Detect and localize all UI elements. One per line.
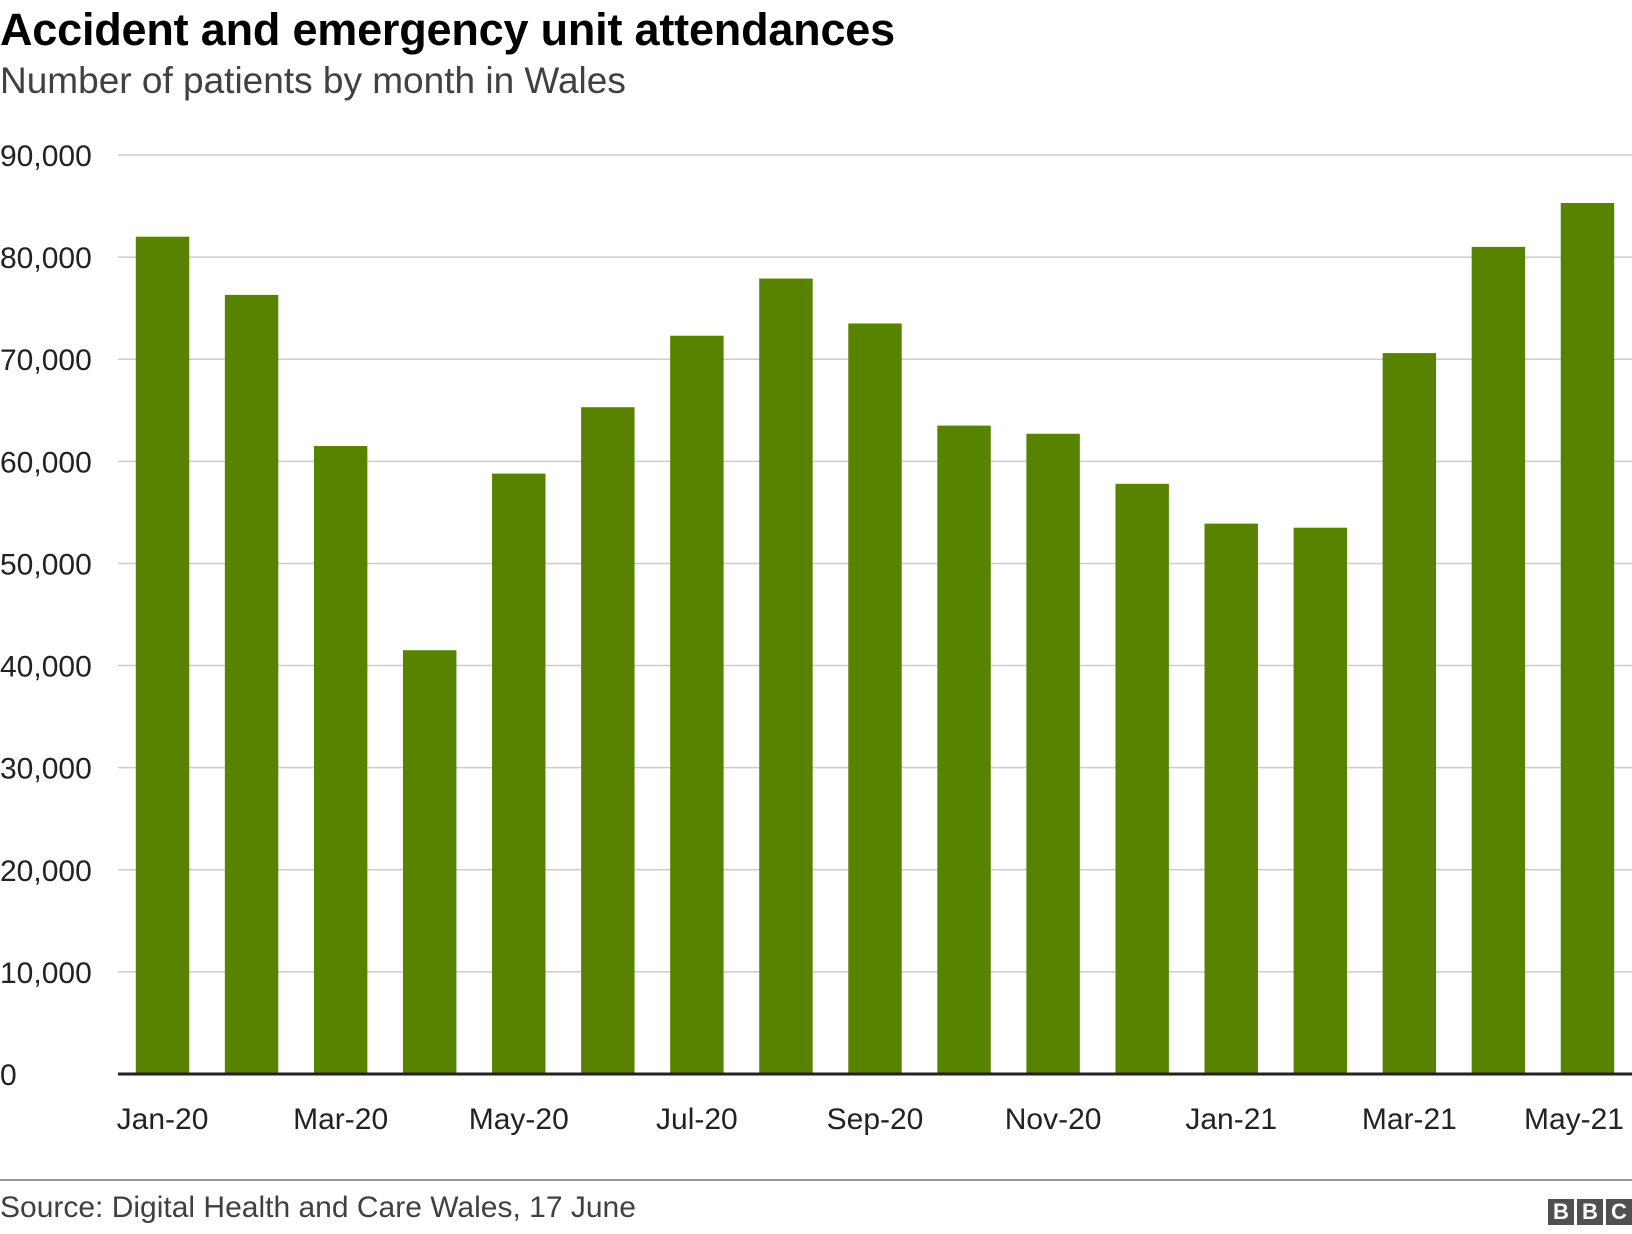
logo-letter: B: [1548, 1199, 1574, 1225]
bar: [313, 446, 368, 1074]
bar: [937, 425, 991, 1074]
bbc-logo: B B C: [1548, 1199, 1632, 1225]
y-tick-label: 50,000: [0, 548, 92, 581]
bars: [135, 202, 1615, 1075]
chart-title: Accident and emergency unit attendances: [0, 4, 895, 55]
bar: [492, 473, 546, 1074]
bar: [1204, 523, 1258, 1074]
x-tick-label: Jul-20: [656, 1103, 738, 1136]
bar: [1382, 353, 1437, 1074]
x-axis-tick-labels: Jan-20 Mar-20 May-20 Jul-20 Sep-20 Nov-20 Jan-…: [117, 1103, 1624, 1136]
bar: [670, 335, 724, 1074]
bar: [1026, 433, 1080, 1075]
x-tick-label: May-20: [469, 1103, 569, 1136]
y-tick-label: 20,000: [0, 855, 92, 888]
x-tick-label: Nov-20: [1005, 1103, 1102, 1136]
y-tick-label: 10,000: [0, 957, 92, 990]
bar: [1293, 527, 1348, 1074]
y-tick-label: 30,000: [0, 753, 92, 786]
bar: [135, 236, 190, 1074]
y-tick-label: 90,000: [0, 140, 92, 173]
y-tick-label: 0: [0, 1059, 17, 1092]
y-axis-tick-labels: 0 10,000 20,000 30,000 40,000 50,000 60,000 70,…: [0, 140, 92, 1092]
x-tick-label: Jan-20: [117, 1103, 209, 1136]
bar: [402, 650, 457, 1074]
bar: [759, 278, 813, 1074]
bar: [1115, 483, 1169, 1074]
bar: [848, 323, 902, 1074]
bar: [581, 407, 635, 1074]
x-tick-label: Sep-20: [827, 1103, 924, 1136]
chart-subtitle: Number of patients by month in Wales: [0, 60, 626, 101]
y-tick-label: 40,000: [0, 651, 92, 684]
x-tick-label: May-21: [1524, 1103, 1624, 1136]
logo-letter: C: [1606, 1199, 1632, 1225]
logo-letter: B: [1577, 1199, 1603, 1225]
x-tick-label: Mar-21: [1362, 1103, 1457, 1136]
x-tick-label: Jan-21: [1185, 1103, 1277, 1136]
source-note: Source: Digital Health and Care Wales, 1…: [0, 1191, 636, 1224]
footer-divider: [0, 1179, 1632, 1181]
y-tick-label: 70,000: [0, 344, 92, 377]
bar-chart: 0 10,000 20,000 30,000 40,000 50,000 60,000 70,…: [0, 140, 1632, 1136]
x-tick-label: Mar-20: [293, 1103, 388, 1136]
bar: [1560, 202, 1615, 1075]
bar: [224, 294, 279, 1074]
y-tick-label: 80,000: [0, 242, 92, 275]
bar: [1471, 246, 1526, 1074]
y-tick-label: 60,000: [0, 446, 92, 479]
